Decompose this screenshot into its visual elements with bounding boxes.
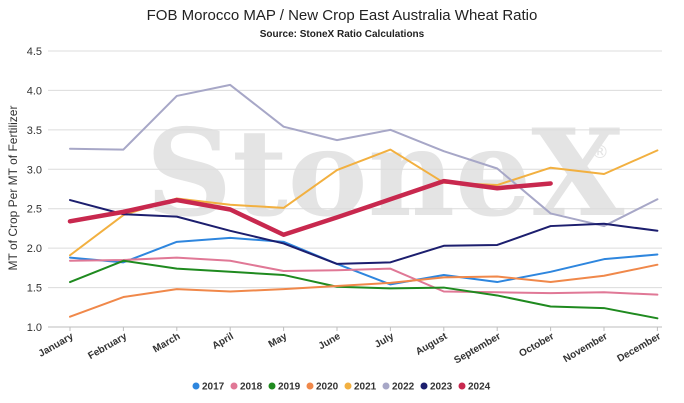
chart-subtitle: Source: StoneX Ratio Calculations — [260, 29, 425, 40]
chart-title: FOB Morocco MAP / New Crop East Australi… — [147, 7, 538, 24]
legend-label-2020: 2020 — [316, 382, 339, 393]
x-tick-label: April — [210, 331, 235, 352]
series-lines — [67, 83, 659, 320]
series-line-2020 — [69, 263, 659, 318]
legend-swatch-2024 — [458, 382, 466, 390]
y-tick-label: 3.0 — [27, 164, 42, 176]
x-tick-label: July — [373, 331, 396, 351]
legend-swatch-2021 — [344, 382, 352, 390]
x-tick-label: December — [616, 331, 663, 365]
legend-label-2021: 2021 — [354, 382, 377, 393]
legend-label-2017: 2017 — [202, 382, 225, 393]
x-tick-label: September — [452, 331, 502, 366]
y-tick-label: 4.5 — [27, 46, 42, 58]
y-tick-label: 4.0 — [27, 85, 42, 97]
x-tick-label: June — [317, 331, 343, 352]
legend-swatch-2020 — [306, 382, 314, 390]
x-axis-ticks: January February March April May June July Augu… — [37, 327, 663, 366]
legend-swatch-2023 — [420, 382, 428, 390]
legend-swatch-2019 — [268, 382, 276, 390]
legend-swatch-2018 — [230, 382, 238, 390]
y-axis-ticks: 1.0 1.5 2.0 2.5 3.0 3.5 4.0 4.5 — [27, 46, 42, 334]
x-tick-label: May — [267, 331, 290, 350]
x-tick-label: November — [562, 331, 610, 365]
watermark-registered-mark: ® — [591, 142, 609, 163]
y-axis-label: MT of Crop Per MT of Fertilizer — [6, 106, 20, 271]
x-tick-label: January — [37, 331, 76, 360]
legend-label-2019: 2019 — [278, 382, 301, 393]
x-tick-label: August — [414, 331, 450, 358]
legend-label-2023: 2023 — [430, 382, 453, 393]
legend-swatch-2022 — [382, 382, 390, 390]
y-tick-label: 3.5 — [27, 125, 42, 137]
legend: 2017 2018 2019 2020 2021 2022 2023 2024 — [192, 382, 491, 393]
x-tick-label: March — [151, 331, 182, 355]
series-line-2023 — [69, 199, 659, 265]
x-tick-label: October — [517, 331, 556, 360]
y-tick-label: 1.5 — [27, 283, 42, 295]
x-tick-label: February — [86, 331, 129, 362]
y-tick-label: 1.0 — [27, 322, 42, 334]
series-line-2018 — [69, 256, 659, 296]
legend-label-2022: 2022 — [392, 382, 415, 393]
y-tick-label: 2.0 — [27, 243, 42, 255]
legend-label-2024: 2024 — [468, 382, 491, 393]
grid — [48, 50, 662, 328]
legend-label-2018: 2018 — [240, 382, 263, 393]
series-line-2024 — [67, 178, 553, 237]
y-tick-label: 2.5 — [27, 204, 42, 216]
series-line-2019 — [69, 259, 659, 320]
legend-swatch-2017 — [192, 382, 200, 390]
series-line-2022 — [69, 83, 659, 228]
watermark-text: StoneX — [146, 103, 625, 244]
watermark: StoneX ® — [146, 103, 625, 244]
series-line-2017 — [69, 236, 659, 286]
